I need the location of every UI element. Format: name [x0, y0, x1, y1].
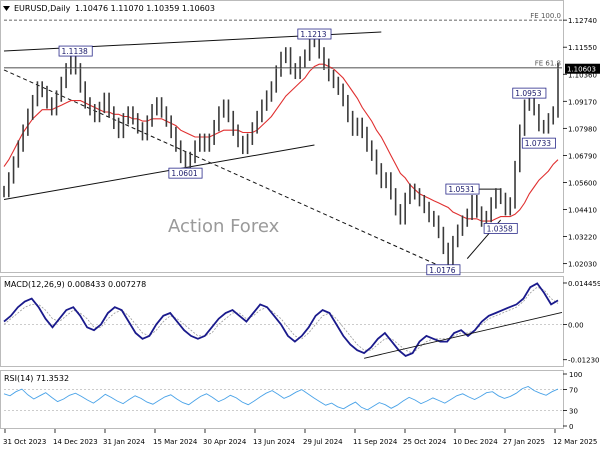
- last-price-box: [565, 63, 600, 74]
- last-price-label: 1.10603: [567, 66, 596, 74]
- rsi-panel-frame: [0, 370, 564, 429]
- time-axis-label: 25 Oct 2024: [403, 438, 447, 446]
- macd-axis-label: -0.012303: [568, 357, 600, 365]
- price-annotation-label: 1.1138: [62, 47, 88, 56]
- lower-channel-line: [3, 144, 315, 201]
- time-axis-label: 15 Mar 2024: [153, 438, 198, 446]
- rsi-label: RSI(14) 71.3532: [4, 374, 69, 383]
- macd-panel-frame: [0, 276, 564, 367]
- price-axis-label: 1.05600: [568, 179, 597, 187]
- price-annotations: 1.1138 1.0601 1.1213 1.0531 1.0358 1.0176 1.09…: [58, 28, 556, 276]
- macd-label: MACD(12,26,9) 0.008433 0.007278: [4, 280, 146, 289]
- fib-levels: FE 100.0 FE 61.8: [4, 12, 562, 68]
- time-axis-label: 11 Sep 2024: [353, 438, 398, 446]
- time-axis-label: 13 Jun 2024: [253, 438, 296, 446]
- price-annotation-box: [445, 183, 480, 195]
- time-axis-label: 29 Jul 2024: [303, 438, 343, 446]
- time-axis-label: 10 Dec 2024: [453, 438, 498, 446]
- price-annotation-box: [521, 137, 556, 149]
- macd-line: [3, 282, 559, 358]
- price-annotation-box: [426, 264, 461, 276]
- price-annotation-box: [168, 167, 203, 179]
- price-axis-label: 1.07980: [568, 125, 597, 133]
- symbol-label: EURUSD,Daily: [14, 4, 71, 13]
- price-annotation-label: 1.0601: [171, 169, 197, 178]
- price-annotation-label: 1.0531: [448, 185, 474, 194]
- price-axis-label: 1.11550: [568, 44, 597, 52]
- price-annotation-box: [58, 45, 93, 57]
- rsi-axis-label: 100: [569, 371, 582, 379]
- price-annotation-label: 1.0953: [515, 89, 541, 98]
- time-axis-label: 31 Oct 2023: [3, 438, 46, 446]
- price-annotation-box: [512, 87, 547, 99]
- main-panel-frame: [0, 0, 564, 273]
- rsi-axis-label: 30: [569, 407, 578, 415]
- time-axis: 31 Oct 2023 14 Dec 2023 31 Jan 2024 15 Mar …: [3, 429, 597, 446]
- watermark: Action Forex: [168, 216, 280, 237]
- macd-axis-label: 0.00: [568, 321, 584, 329]
- collapse-arrow-icon[interactable]: [3, 6, 10, 11]
- price-axis-label: 1.10360: [568, 71, 597, 79]
- price-axis: 1.12740 1.11550 1.10360 1.09170 1.07980 1.067…: [563, 17, 597, 269]
- price-annotation-label: 1.0733: [525, 139, 551, 148]
- rsi-axis-label: 70: [569, 387, 578, 395]
- price-annotation-box: [483, 222, 518, 234]
- rsi-line: [3, 385, 559, 411]
- time-axis-label: 31 Jan 2024: [103, 438, 146, 446]
- time-axis-label: 12 Mar 2025: [553, 438, 597, 446]
- time-axis-label: 30 Apr 2024: [203, 438, 247, 446]
- price-axis-label: 1.03220: [568, 234, 597, 242]
- price-annotation-label: 1.0176: [429, 266, 455, 275]
- ohlc-label: 1.10476 1.11070 1.10359 1.10603: [75, 4, 215, 13]
- price-annotation-box: [297, 28, 332, 40]
- macd-panel: 0.014459 0.00 -0.012303: [3, 280, 600, 365]
- moving-average-line: [3, 63, 559, 222]
- price-axis-label: 1.02030: [568, 261, 597, 269]
- price-axis-label: 1.09170: [568, 98, 597, 106]
- rsi-axis-label: 0: [569, 423, 573, 431]
- macd-axis-label: 0.014459: [568, 280, 600, 288]
- fib-level-label: FE 100.0: [530, 12, 561, 20]
- time-axis-label: 27 Jan 2025: [503, 438, 545, 446]
- price-annotation-label: 1.1213: [300, 30, 326, 39]
- price-axis-label: 1.04410: [568, 207, 597, 215]
- dashed-trend-line: [3, 69, 439, 266]
- rsi-panel: 100 70 30 0: [3, 371, 582, 431]
- macd-trend-line: [363, 311, 563, 359]
- price-axis-label: 1.12740: [568, 17, 597, 25]
- price-axis-label: 1.06790: [568, 152, 597, 160]
- fib-level-label: FE 61.8: [535, 59, 561, 67]
- price-annotation-label: 1.0358: [487, 224, 513, 233]
- time-axis-label: 14 Dec 2023: [53, 438, 98, 446]
